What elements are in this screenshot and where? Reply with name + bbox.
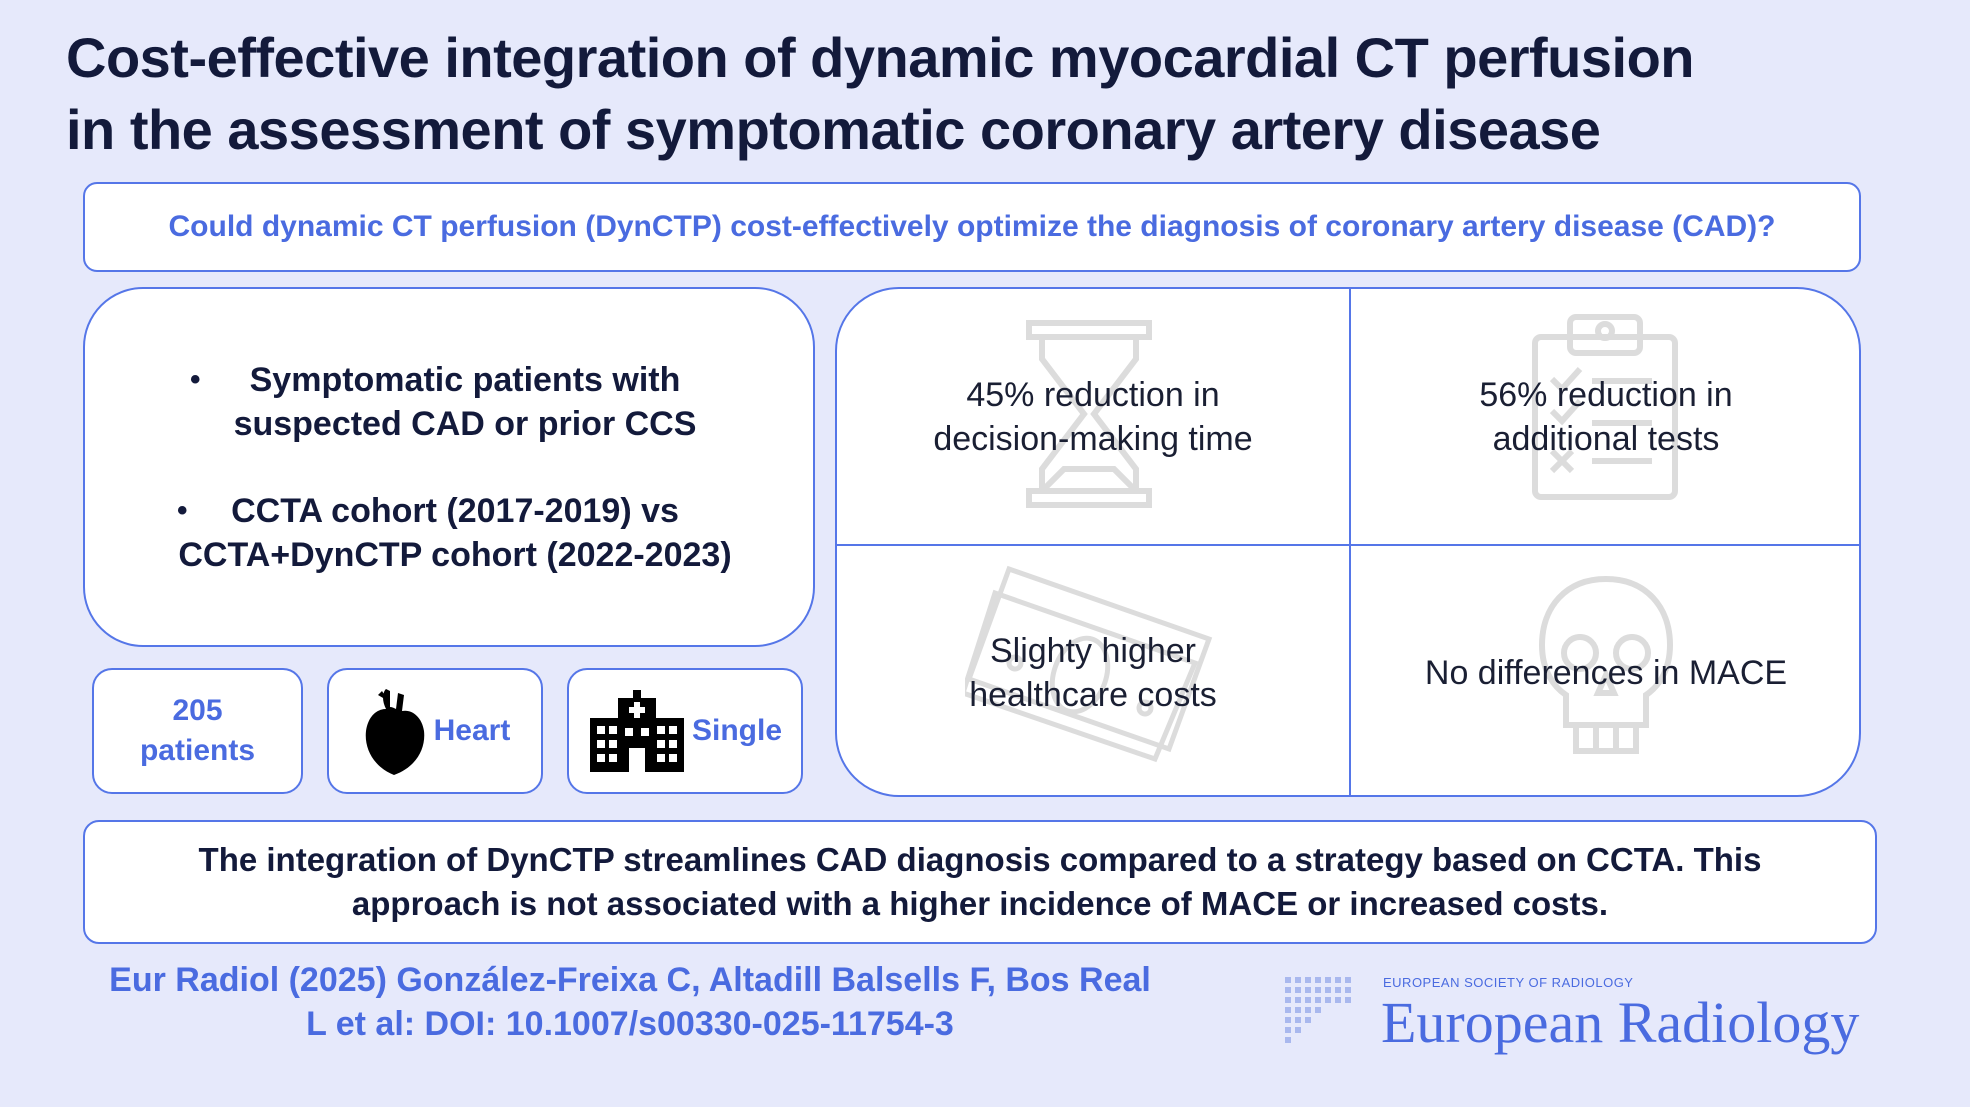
clipboard-icon <box>1532 314 1678 500</box>
results-panel: 45% reduction in decision-making time 56… <box>835 287 1861 797</box>
hourglass-icon <box>1026 320 1152 508</box>
patients-count: 205 <box>172 694 223 727</box>
title-line-2: in the assessment of symptomatic coronar… <box>66 98 1601 161</box>
patients-label: patients <box>139 734 256 767</box>
result-1-line-1: 45% reduction in <box>966 375 1220 414</box>
grid-divider-vertical <box>1349 289 1351 795</box>
money-icon <box>965 565 1213 763</box>
center-label: Single <box>691 714 782 747</box>
bullet-dot: • <box>177 494 188 527</box>
citation: Eur Radiol (2025) González-Freixa C, Alt… <box>80 958 1180 1046</box>
result-3-line-1: Slighty higher <box>989 631 1196 670</box>
question-text: Could dynamic CT perfusion (DynCTP) cost… <box>168 210 1776 243</box>
journal-name: European Radiology <box>1381 990 1860 1055</box>
organ-label: Heart <box>433 714 511 747</box>
result-4-text: No differences in MACE <box>1424 653 1788 692</box>
patients-count-badge: 205 patients <box>92 668 303 794</box>
skull-icon <box>1538 575 1674 754</box>
population-panel: • Symptomatic patients with suspected CA… <box>83 287 815 647</box>
journal-brand: EUROPEAN SOCIETY OF RADIOLOGY European R… <box>1285 975 1925 1065</box>
conclusion-line-2: approach is not associated with a higher… <box>351 885 1609 922</box>
citation-line-2: L et al: DOI: 10.1007/s00330-025-11754-3 <box>306 1005 954 1043</box>
citation-line-1: Eur Radiol (2025) González-Freixa C, Alt… <box>109 961 1151 999</box>
grid-divider-horizontal <box>837 544 1859 546</box>
result-additional-tests: 56% reduction in additional tests <box>1350 289 1859 544</box>
result-healthcare-costs: Slighty higher healthcare costs <box>837 545 1349 795</box>
population-bullet-1: • Symptomatic patients with suspected CA… <box>190 358 700 446</box>
conclusion-line-1: The integration of DynCTP streamlines CA… <box>198 841 1762 878</box>
organ-badge: Heart <box>327 668 543 794</box>
hospital-icon <box>589 690 684 772</box>
result-1-line-2: decision-making time <box>933 419 1253 458</box>
page-title: Cost-effective integration of dynamic my… <box>66 22 1926 166</box>
population-bullet-2: • CCTA cohort (2017-2019) vs CCTA+DynCTP… <box>155 489 755 577</box>
result-2-line-2: additional tests <box>1492 419 1720 458</box>
bullet-dot: • <box>190 363 201 396</box>
esr-logo-icon <box>1285 977 1351 1043</box>
result-3-line-2: healthcare costs <box>969 675 1217 714</box>
result-decision-time: 45% reduction in decision-making time <box>837 289 1349 544</box>
society-name: EUROPEAN SOCIETY OF RADIOLOGY <box>1383 975 1634 990</box>
result-mace: No differences in MACE <box>1350 545 1859 795</box>
title-line-1: Cost-effective integration of dynamic my… <box>66 26 1695 89</box>
conclusion: The integration of DynCTP streamlines CA… <box>83 820 1877 944</box>
center-badge: Single <box>567 668 803 794</box>
research-question: Could dynamic CT perfusion (DynCTP) cost… <box>83 182 1861 272</box>
heart-icon <box>365 689 424 775</box>
result-2-line-1: 56% reduction in <box>1479 375 1733 414</box>
